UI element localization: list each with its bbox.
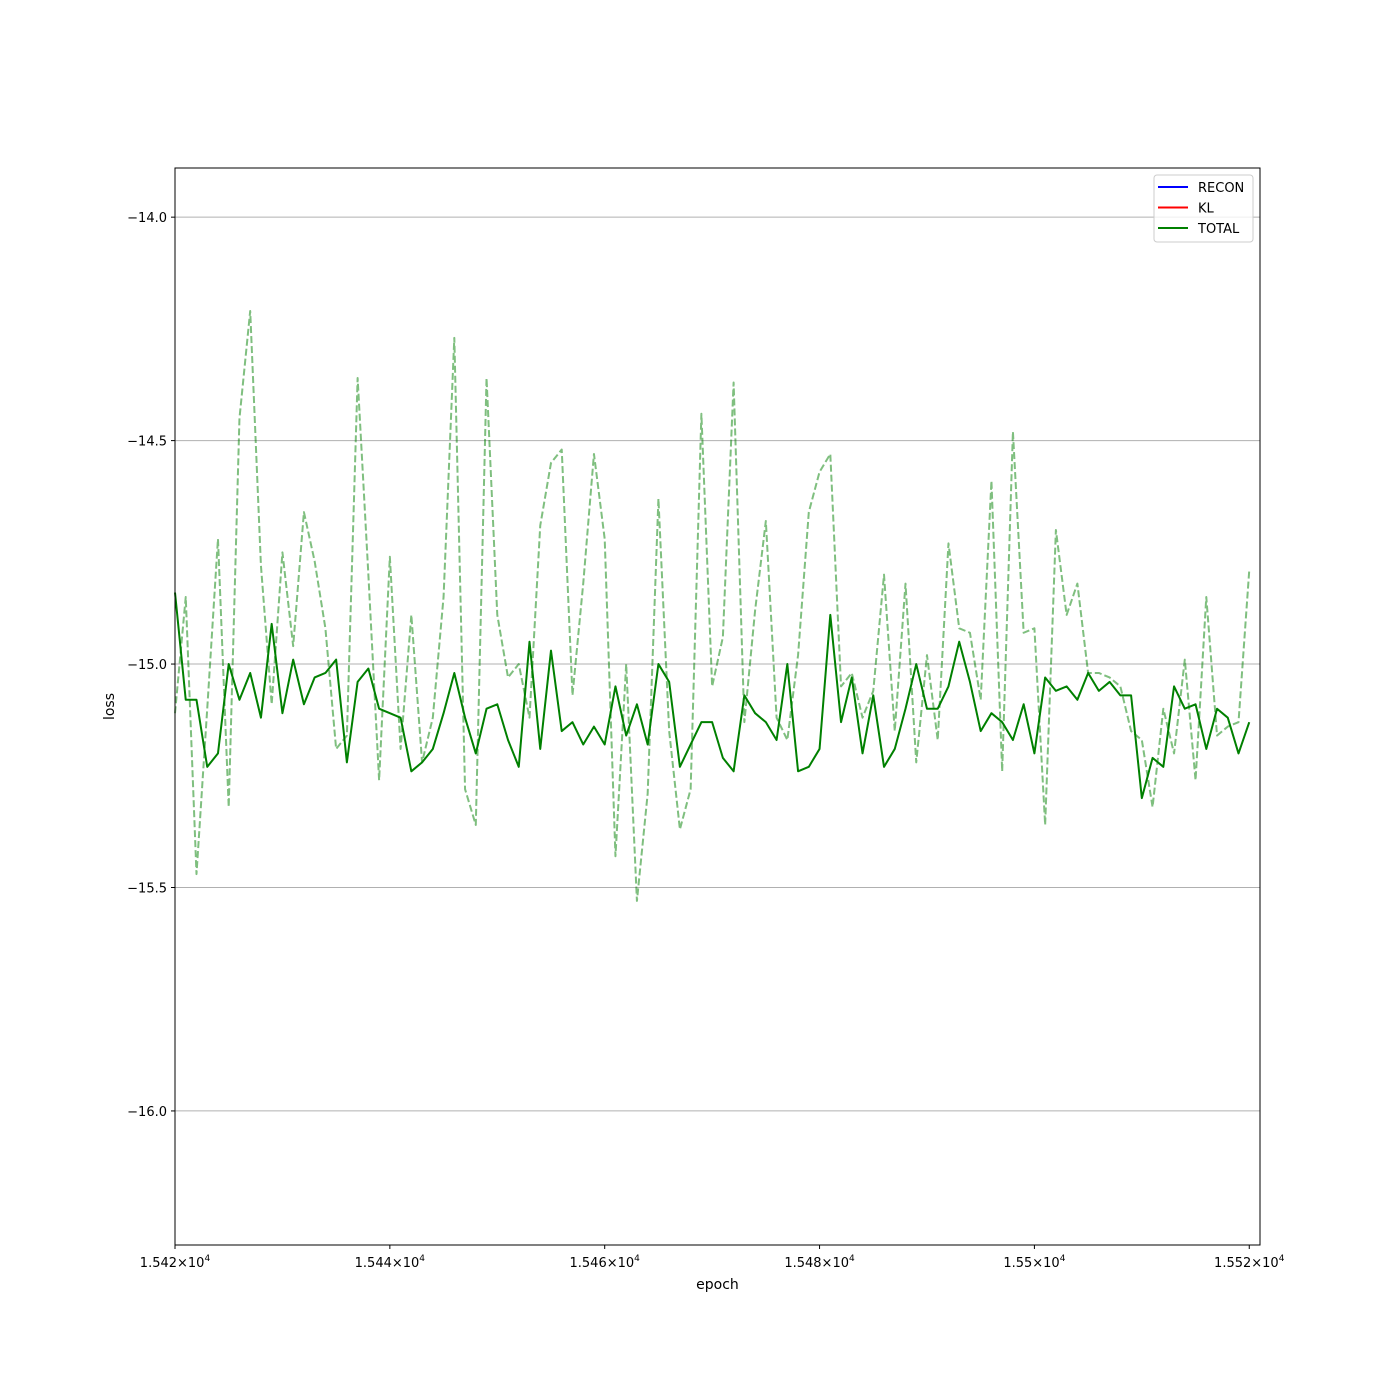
- x-tick-label: 1.546×104: [570, 1254, 641, 1271]
- y-tick-label: −16.0: [127, 1105, 167, 1120]
- y-tick-label: −15.0: [127, 658, 167, 673]
- series-lines: [174, 310, 1251, 902]
- legend-label-recon: RECON: [1198, 181, 1244, 196]
- x-tick-label: 1.542×104: [140, 1254, 211, 1271]
- y-tick-label: −14.0: [127, 211, 167, 226]
- y-tick-label: −14.5: [127, 435, 167, 450]
- y-tick-label: −15.5: [127, 881, 167, 896]
- x-tick-label: 1.552×104: [1214, 1254, 1285, 1271]
- y-axis-ticks: −14.0 −14.5 −15.0 −15.5 −16.0: [127, 211, 175, 1120]
- legend-label-total: TOTAL: [1197, 222, 1240, 237]
- x-tick-label: 1.548×104: [784, 1254, 855, 1271]
- x-tick-label: 1.544×104: [355, 1254, 426, 1271]
- x-tick-label: 1.55×104: [1003, 1254, 1065, 1271]
- total-smoothed-line: [174, 592, 1251, 800]
- x-axis-title: epoch: [696, 1277, 739, 1293]
- y-axis-title: loss: [102, 693, 118, 720]
- legend: RECON KL TOTAL: [1153, 174, 1254, 243]
- legend-label-kl: KL: [1198, 202, 1215, 217]
- x-axis-ticks: 1.542×104 1.544×104 1.546×104 1.548×104 1.55…: [140, 1245, 1285, 1271]
- legend-box: [1153, 174, 1254, 243]
- plot-area-frame: [174, 167, 1261, 1246]
- total-raw-dashed-line: [174, 310, 1251, 902]
